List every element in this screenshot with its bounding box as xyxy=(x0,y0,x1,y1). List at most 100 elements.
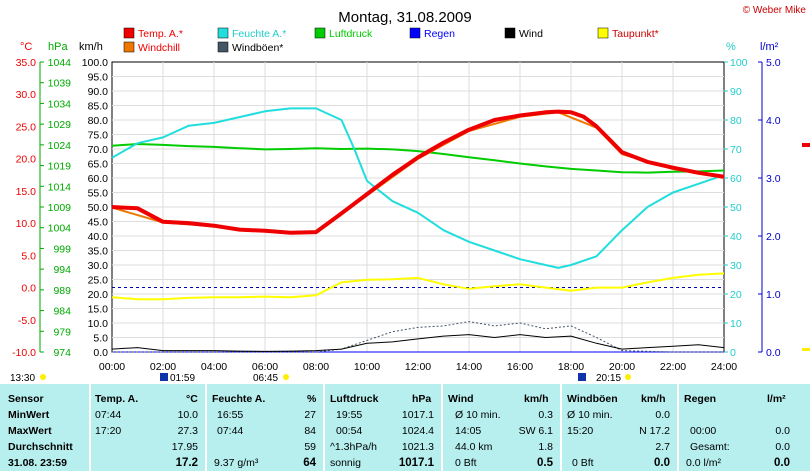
temp-tick-label: 35.0 xyxy=(16,57,37,69)
stats-max-pressure-time: 00:54 xyxy=(336,425,363,437)
wind-tick-label: 50.0 xyxy=(88,202,109,214)
stats-max-humidity-value: 84 xyxy=(304,425,316,437)
pressure-tick-label: 1024 xyxy=(48,140,72,152)
wind-tick-label: 85.0 xyxy=(88,101,109,113)
table-separator xyxy=(441,384,443,471)
temp-unit: °C xyxy=(20,41,32,53)
stats-wind-distance: 44.0 km xyxy=(455,441,493,453)
temp-tick-label: 15.0 xyxy=(16,186,37,198)
humidity-tick-label: 60 xyxy=(730,173,742,185)
stats-max-temp-value: 27.3 xyxy=(177,425,198,437)
time-tick-label: 24:00 xyxy=(711,361,737,373)
wind-tick-label: 80.0 xyxy=(88,115,109,127)
wind-tick-label: 25.0 xyxy=(88,275,109,287)
stats-max-rain-value: 0.0 xyxy=(775,425,790,437)
stats-min-pressure-time: 19:55 xyxy=(336,409,363,421)
legend-label: Regen xyxy=(424,28,455,40)
sunset-icon xyxy=(578,373,586,381)
legend-swatch xyxy=(504,27,516,39)
wind-tick-label: 95.0 xyxy=(88,72,109,84)
wind-tick-label: 10.0 xyxy=(88,318,109,330)
stats-max-gust-time: 15:20 xyxy=(567,425,594,437)
stats-current-datetime: 31.08. 23:59 xyxy=(8,457,67,469)
temp-tick-label: -10.0 xyxy=(12,347,36,359)
legend-label: Windböen* xyxy=(232,42,283,54)
chart-title: Montag, 31.08.2009 xyxy=(338,9,471,26)
stats-rain-total-value: 0.0 xyxy=(775,441,790,453)
stats-min-temp-value: 10.0 xyxy=(177,409,198,421)
stats-header-gust: Windböen xyxy=(567,393,618,405)
pressure-tick-label: 999 xyxy=(53,243,71,255)
stats-min-temp-time: 07:44 xyxy=(95,409,122,421)
series-taupunkt-line xyxy=(111,272,725,301)
series-layer xyxy=(111,107,725,353)
temp-tick-label: 5.0 xyxy=(21,250,36,262)
sunset-sun-icon xyxy=(625,374,631,380)
legend-swatch xyxy=(123,27,135,39)
stats-header-wind-unit: km/h xyxy=(524,393,549,405)
stats-current-pressure: 1017.1 xyxy=(398,457,434,469)
legend-label: Temp. A.* xyxy=(138,28,183,40)
temp-tick-label: 10.0 xyxy=(16,218,37,230)
stats-header-pressure: Luftdruck xyxy=(330,393,379,405)
series-feuchte-a-line xyxy=(111,107,725,269)
wind-tick-label: 35.0 xyxy=(88,246,109,258)
pressure-tick-label: 1019 xyxy=(48,161,72,173)
pressure-tick-label: 984 xyxy=(53,306,71,318)
weather-chart: 100.095.090.085.080.075.070.065.060.055.… xyxy=(10,5,810,384)
wind-tick-label: 90.0 xyxy=(88,86,109,98)
stats-max-temp-time: 17:20 xyxy=(95,425,122,437)
humidity-tick-label: 30 xyxy=(730,260,742,272)
humidity-tick-label: 90 xyxy=(730,86,742,98)
pressure-tick-label: 1034 xyxy=(48,98,72,110)
humidity-unit: % xyxy=(726,41,736,53)
stats-current-gust-bft: 0 Bft xyxy=(572,457,594,469)
wind-tick-label: 70.0 xyxy=(88,144,109,156)
stats-avg-pressure-value: 1021.3 xyxy=(401,441,434,453)
wind-tick-label: 65.0 xyxy=(88,159,109,171)
legend-label: Taupunkt* xyxy=(612,28,659,40)
legend-label: Wind xyxy=(519,28,543,40)
time-tick-label: 12:00 xyxy=(405,361,431,373)
temp-tick-label: 20.0 xyxy=(16,154,37,166)
stats-current-humidity: 64 xyxy=(303,457,316,469)
legend-label: Windchill xyxy=(138,42,180,54)
stats-max-rain-time: 00:00 xyxy=(690,425,717,437)
stats-current-rain: 0.0 xyxy=(774,457,790,469)
statistics-table xyxy=(0,384,810,471)
time-tick-label: 14:00 xyxy=(456,361,482,373)
stats-header-temp: Temp. A. xyxy=(95,393,139,405)
pressure-tick-label: 1009 xyxy=(48,202,72,214)
table-separator xyxy=(560,384,562,471)
stats-header-wind: Wind xyxy=(448,393,474,405)
table-separator xyxy=(323,384,325,471)
stats-max-wind-time: 14:05 xyxy=(455,425,482,437)
series-wind-line xyxy=(111,334,725,352)
rain-tick-label: 1.0 xyxy=(766,289,781,301)
stats-header-humidity-unit: % xyxy=(307,393,317,405)
moonset-time: 01:59 xyxy=(170,373,195,384)
legend-label: Luftdruck xyxy=(329,28,373,40)
temp-tick-label: -5.0 xyxy=(18,315,36,327)
stats-avg-wind-value: 1.8 xyxy=(538,441,553,453)
pressure-tick-label: 1044 xyxy=(48,57,72,69)
sunrise-time: 06:45 xyxy=(253,373,278,384)
rain-tick-label: 5.0 xyxy=(766,57,781,69)
sunset-time: 20:15 xyxy=(596,373,621,384)
stats-min-humidity-value: 27 xyxy=(304,409,316,421)
stats-max-gust-direction: N 17.2 xyxy=(639,425,670,437)
stats-header-rain-unit: l/m² xyxy=(767,393,786,405)
legend-swatch xyxy=(409,27,421,39)
legend-swatch xyxy=(314,27,326,39)
stats-min-humidity-time: 16:55 xyxy=(217,409,244,421)
pressure-tick-label: 994 xyxy=(53,264,71,276)
wind-tick-label: 45.0 xyxy=(88,217,109,229)
wind-tick-label: 5.0 xyxy=(93,333,108,345)
stats-max-humidity-time: 07:44 xyxy=(217,425,244,437)
temp-tick-label: 30.0 xyxy=(16,89,37,101)
stats-min-label: MinWert xyxy=(8,409,50,421)
wind-tick-label: 100.0 xyxy=(82,57,108,69)
wind-tick-label: 60.0 xyxy=(88,173,109,185)
pressure-tick-label: 989 xyxy=(53,285,71,297)
stats-max-wind-direction: SW 6.1 xyxy=(518,425,553,437)
